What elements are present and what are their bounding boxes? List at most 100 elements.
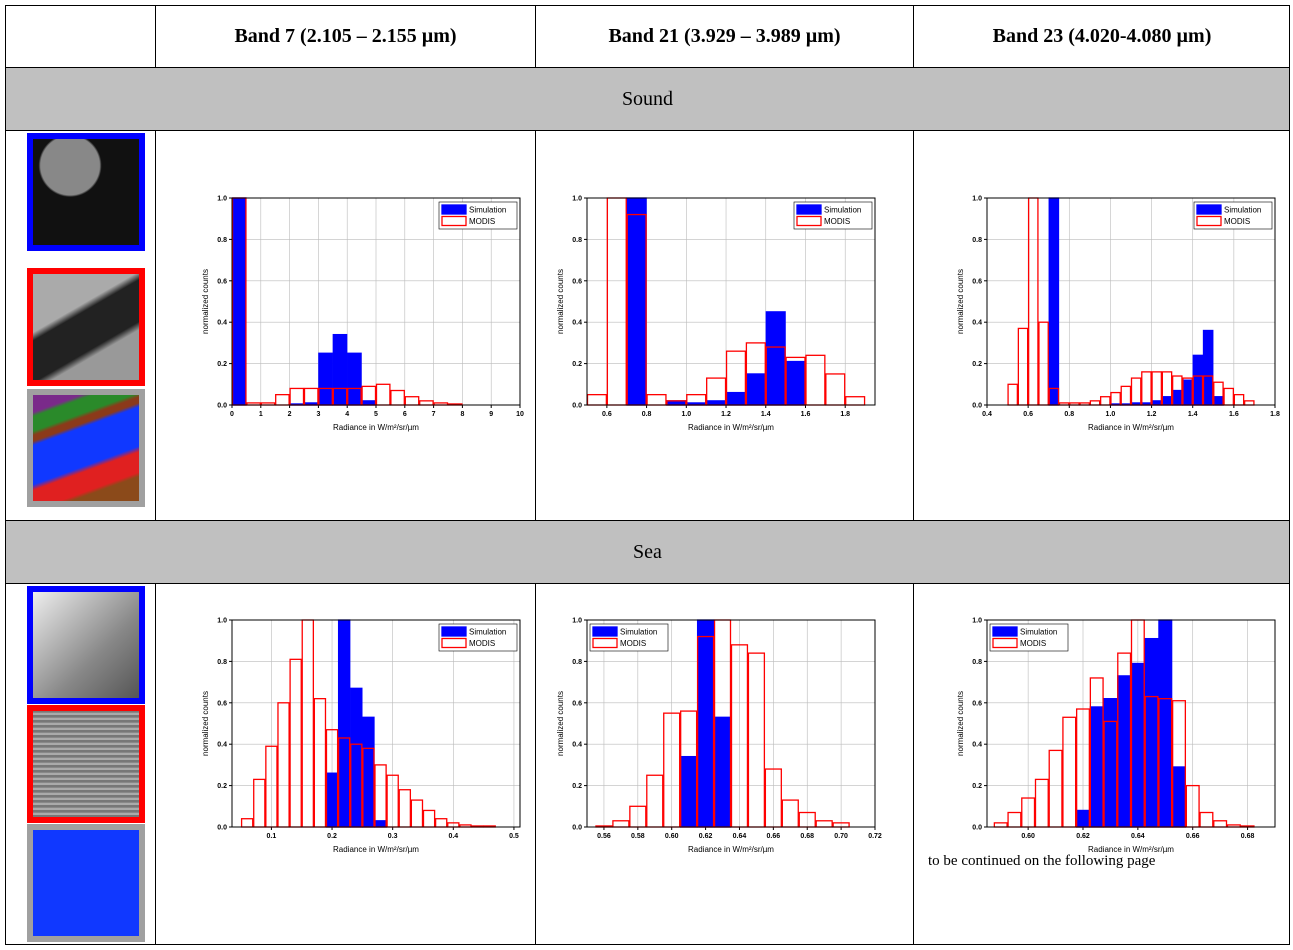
column-header: Band 21 (3.929 – 3.989 µm) bbox=[536, 5, 913, 67]
thumbnail bbox=[27, 824, 145, 942]
bar bbox=[1173, 391, 1182, 405]
legend-label: MODIS bbox=[469, 217, 495, 226]
x-tick-label: 0.60 bbox=[1021, 833, 1035, 840]
legend-swatch bbox=[1197, 205, 1221, 214]
y-tick-label: 0.0 bbox=[217, 825, 227, 832]
bar bbox=[339, 620, 350, 827]
x-tick-label: 1.2 bbox=[721, 411, 731, 418]
y-axis-label: normalized counts bbox=[556, 269, 565, 334]
x-tick-label: 0.4 bbox=[982, 411, 992, 418]
x-tick-label: 0.64 bbox=[1131, 833, 1145, 840]
bar bbox=[1183, 380, 1192, 405]
x-tick-label: 0.66 bbox=[767, 833, 781, 840]
y-tick-label: 0.8 bbox=[217, 659, 227, 666]
y-tick-label: 0.2 bbox=[572, 783, 582, 790]
legend-swatch bbox=[1197, 217, 1221, 226]
y-tick-label: 1.0 bbox=[217, 196, 227, 203]
chart: 0.600.620.640.660.680.00.20.40.60.81.0Si… bbox=[945, 607, 1285, 857]
legend-label: MODIS bbox=[620, 639, 646, 648]
legend-label: Simulation bbox=[620, 628, 657, 637]
bar bbox=[1090, 707, 1103, 827]
x-tick-label: 0.5 bbox=[509, 833, 519, 840]
y-tick-label: 0.4 bbox=[217, 320, 227, 327]
y-tick-label: 0.6 bbox=[572, 278, 582, 285]
rule bbox=[155, 583, 156, 945]
bar bbox=[1118, 676, 1131, 827]
y-tick-label: 0.0 bbox=[972, 825, 982, 832]
x-axis-label: Radiance in W/m²/sr/µm bbox=[688, 423, 774, 432]
bar bbox=[348, 353, 361, 405]
bar bbox=[1049, 198, 1058, 405]
bar bbox=[681, 757, 697, 827]
x-tick-label: 0.70 bbox=[834, 833, 848, 840]
bar bbox=[1204, 330, 1213, 405]
x-tick-label: 0.68 bbox=[800, 833, 814, 840]
legend-label: MODIS bbox=[1224, 217, 1250, 226]
y-tick-label: 0.0 bbox=[972, 403, 982, 410]
y-tick-label: 0.2 bbox=[217, 361, 227, 368]
y-tick-label: 0.4 bbox=[572, 742, 582, 749]
bar bbox=[1145, 639, 1158, 827]
legend-swatch bbox=[442, 205, 466, 214]
legend-label: MODIS bbox=[469, 639, 495, 648]
rule bbox=[5, 130, 1290, 131]
y-tick-label: 0.6 bbox=[217, 700, 227, 707]
x-tick-label: 1 bbox=[259, 411, 263, 418]
y-tick-label: 0.6 bbox=[572, 700, 582, 707]
bar bbox=[766, 312, 785, 405]
y-tick-label: 1.0 bbox=[972, 618, 982, 625]
legend-label: Simulation bbox=[1224, 206, 1261, 215]
legend-swatch bbox=[593, 627, 617, 636]
x-tick-label: 1.8 bbox=[840, 411, 850, 418]
rule bbox=[155, 130, 156, 520]
legend-swatch bbox=[797, 217, 821, 226]
bar bbox=[1193, 355, 1202, 405]
legend-label: Simulation bbox=[469, 206, 506, 215]
legend-swatch bbox=[442, 627, 466, 636]
x-tick-label: 0.66 bbox=[1186, 833, 1200, 840]
section-label: Sound bbox=[6, 68, 1289, 130]
bar bbox=[363, 717, 374, 827]
legend-label: MODIS bbox=[1020, 639, 1046, 648]
x-tick-label: 0.6 bbox=[1023, 411, 1033, 418]
rule bbox=[5, 583, 1290, 584]
x-tick-label: 1.0 bbox=[681, 411, 691, 418]
bar bbox=[319, 353, 332, 405]
y-tick-label: 0.4 bbox=[972, 320, 982, 327]
rule bbox=[535, 130, 536, 520]
bar bbox=[1162, 397, 1171, 405]
bar bbox=[1104, 699, 1117, 827]
x-tick-label: 8 bbox=[460, 411, 464, 418]
x-tick-label: 0.72 bbox=[868, 833, 882, 840]
y-tick-label: 0.8 bbox=[972, 237, 982, 244]
legend-swatch bbox=[797, 205, 821, 214]
x-tick-label: 0.62 bbox=[1076, 833, 1090, 840]
bar bbox=[333, 335, 346, 405]
bar bbox=[326, 773, 337, 827]
y-tick-label: 0.4 bbox=[572, 320, 582, 327]
y-axis-label: normalized counts bbox=[201, 691, 210, 756]
y-tick-label: 0.2 bbox=[972, 783, 982, 790]
y-tick-label: 0.0 bbox=[572, 825, 582, 832]
x-tick-label: 0.62 bbox=[699, 833, 713, 840]
bar bbox=[746, 374, 765, 405]
bar bbox=[1159, 620, 1172, 827]
bar bbox=[786, 362, 805, 405]
x-tick-label: 1.2 bbox=[1147, 411, 1157, 418]
x-tick-label: 3 bbox=[316, 411, 320, 418]
thumbnail bbox=[27, 389, 145, 507]
legend-swatch bbox=[993, 627, 1017, 636]
y-tick-label: 0.6 bbox=[972, 278, 982, 285]
x-tick-label: 0.64 bbox=[733, 833, 747, 840]
x-axis-label: Radiance in W/m²/sr/µm bbox=[333, 423, 419, 432]
chart: 0.10.20.30.40.50.00.20.40.60.81.0Simulat… bbox=[190, 607, 530, 857]
thumbnail bbox=[27, 586, 145, 704]
x-tick-label: 0.3 bbox=[388, 833, 398, 840]
column-header: Band 7 (2.105 – 2.155 µm) bbox=[156, 5, 535, 67]
y-tick-label: 0.2 bbox=[972, 361, 982, 368]
x-tick-label: 0 bbox=[230, 411, 234, 418]
x-tick-label: 0.56 bbox=[597, 833, 611, 840]
